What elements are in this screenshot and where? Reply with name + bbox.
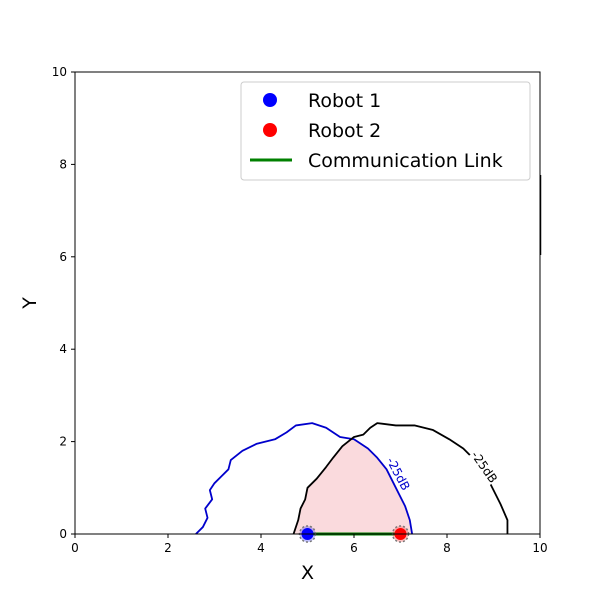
x-tick-label-6: 6: [350, 541, 358, 555]
contour-line-1: [195, 422, 414, 535]
y-tick-label-8: 8: [59, 157, 67, 171]
tick-layer: 0 2 4 6 8 10 0 2 4 6 8 10: [52, 65, 548, 555]
x-axis-label: X: [301, 562, 314, 584]
y-tick-label-4: 4: [59, 342, 67, 356]
legend-label-robot-1: Robot 1: [308, 90, 381, 112]
y-tick-label-2: 2: [59, 435, 67, 449]
legend-box: [240, 81, 531, 181]
legend-marker-robot-2: [263, 123, 277, 137]
y-tick-label-0: 0: [59, 527, 67, 541]
legend: Robot 1 Robot 2 Communication Link: [240, 81, 531, 181]
x-tick-label-2: 2: [164, 541, 172, 555]
plot-frame: [74, 71, 541, 535]
x-tick-label-10: 10: [532, 541, 547, 555]
x-tick-label-0: 0: [71, 541, 79, 555]
y-tick-label-6: 6: [59, 250, 67, 264]
y-axis-label: Y: [19, 297, 41, 310]
contour-label-gap-2: [468, 448, 501, 486]
legend-label-communication-link: Communication Link: [308, 150, 503, 172]
contour-label-2: -25dB: [468, 448, 500, 485]
legend-marker-robot-1: [263, 93, 277, 107]
y-tick-label-10: 10: [52, 65, 67, 79]
x-tick-label-8: 8: [443, 541, 451, 555]
legend-label-robot-2: Robot 2: [308, 120, 381, 142]
x-tick-label-4: 4: [257, 541, 265, 555]
